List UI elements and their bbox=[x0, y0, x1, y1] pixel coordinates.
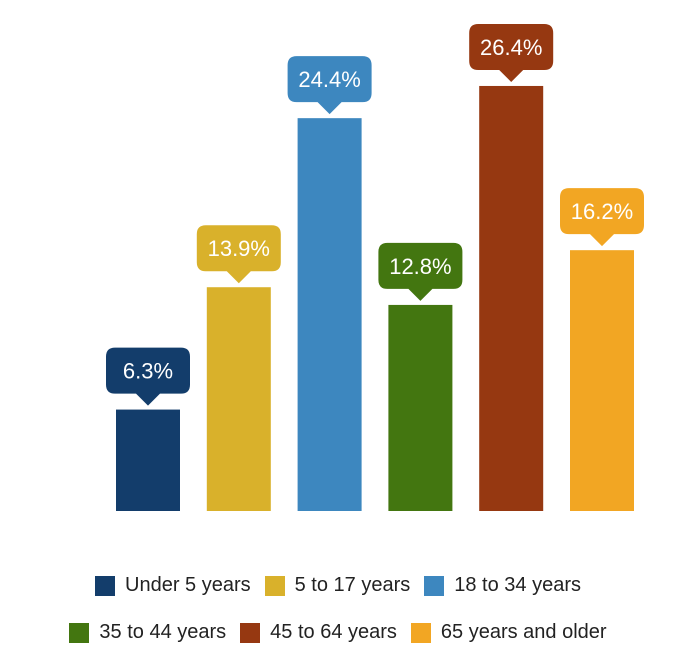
data-label-under-5-years: 6.3% bbox=[123, 359, 173, 384]
legend-swatch-18-to-34 bbox=[424, 575, 445, 596]
legend-label-45-to-64: 45 to 64 years bbox=[270, 621, 397, 643]
legend-item-65-and-older: 65 years and older bbox=[410, 621, 607, 644]
bar-18-to-34-years bbox=[297, 118, 362, 511]
legend-item-35-to-44: 35 to 44 years bbox=[69, 621, 226, 644]
bar-chart: 6.3% 13.9% 24.4% 12.8% 26.4% 16.2% bbox=[106, 23, 644, 512]
data-label-35-to-44-years: 12.8% bbox=[389, 254, 451, 279]
data-label-bubble-35-to-44-years bbox=[378, 242, 463, 301]
bar-under-5-years bbox=[116, 409, 180, 511]
legend-item-5-to-17: 5 to 17 years bbox=[264, 574, 411, 597]
legend-label-35-to-44: 35 to 44 years bbox=[99, 621, 227, 643]
legend-swatch-35-to-44 bbox=[69, 622, 90, 643]
legend-label-under-5: Under 5 years bbox=[125, 574, 251, 596]
legend-label-65-and-older: 65 years and older bbox=[440, 621, 607, 643]
bar-65-years-and-older bbox=[570, 250, 634, 511]
legend-label-18-to-34: 18 to 34 years bbox=[454, 574, 581, 596]
legend-swatch-5-to-17 bbox=[264, 575, 285, 596]
legend-label-5-to-17: 5 to 17 years bbox=[294, 574, 411, 596]
data-label-45-to-64-years: 26.4% bbox=[480, 35, 542, 60]
bar-5-to-17-years bbox=[206, 287, 271, 511]
data-label-bubble-5-to-17-years bbox=[196, 225, 281, 284]
data-label-bubble-45-to-64-years bbox=[469, 23, 554, 82]
data-label-bubble-65-years-and-older bbox=[560, 188, 644, 247]
data-label-bubble-under-5-years bbox=[106, 347, 190, 406]
legend-swatch-45-to-64 bbox=[240, 622, 261, 643]
legend-item-under-5: Under 5 years bbox=[95, 574, 251, 597]
data-label-bubble-18-to-34-years bbox=[287, 56, 372, 115]
legend-swatch-65-and-older bbox=[410, 622, 431, 643]
data-label-5-to-17-years: 13.9% bbox=[208, 236, 270, 261]
legend-swatch-under-5 bbox=[95, 575, 115, 596]
bar-35-to-44-years bbox=[388, 304, 453, 511]
bar-45-to-64-years bbox=[479, 85, 544, 512]
legend-item-45-to-64: 45 to 64 years bbox=[240, 621, 397, 644]
legend-row-1: Under 5 years 5 to 17 years 18 to 34 yea… bbox=[0, 574, 676, 597]
data-label-65-years-and-older: 16.2% bbox=[571, 199, 633, 224]
legend-row-2: 35 to 44 years 45 to 64 years 65 years a… bbox=[0, 621, 676, 644]
legend-item-18-to-34: 18 to 34 years bbox=[424, 574, 581, 597]
data-label-18-to-34-years: 24.4% bbox=[298, 67, 360, 92]
